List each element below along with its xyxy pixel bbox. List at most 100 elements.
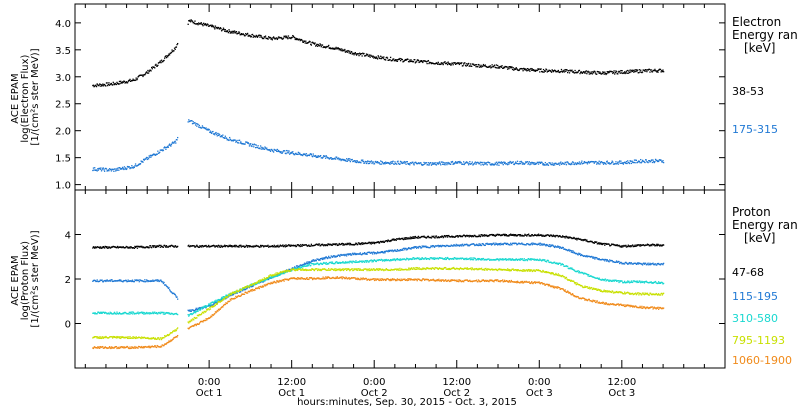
data-point bbox=[152, 245, 154, 247]
data-point bbox=[239, 142, 241, 144]
data-point bbox=[176, 43, 178, 46]
data-point bbox=[506, 163, 508, 165]
data-point bbox=[129, 311, 132, 313]
data-point bbox=[604, 278, 607, 280]
data-point bbox=[228, 244, 230, 247]
data-point bbox=[620, 160, 622, 162]
data-point bbox=[372, 253, 374, 255]
data-point bbox=[97, 169, 100, 171]
data-point bbox=[240, 33, 242, 36]
data-point bbox=[554, 235, 556, 237]
data-point bbox=[413, 258, 415, 260]
data-point bbox=[148, 155, 150, 157]
data-point bbox=[214, 304, 217, 307]
data-point bbox=[438, 162, 440, 164]
data-point bbox=[503, 162, 506, 165]
data-point bbox=[304, 153, 306, 155]
data-point bbox=[413, 247, 415, 249]
data-point bbox=[464, 64, 467, 67]
data-point bbox=[466, 63, 468, 65]
data-point bbox=[199, 23, 202, 25]
data-point bbox=[420, 257, 422, 260]
data-point bbox=[308, 261, 311, 263]
data-point bbox=[232, 291, 234, 293]
data-point bbox=[441, 62, 444, 64]
data-point bbox=[420, 258, 423, 261]
data-point bbox=[567, 265, 569, 268]
data-point bbox=[358, 54, 360, 57]
data-point bbox=[482, 243, 485, 246]
data-point bbox=[161, 149, 163, 151]
data-point bbox=[134, 337, 137, 340]
data-point bbox=[213, 305, 215, 307]
data-point bbox=[633, 159, 636, 161]
data-point bbox=[323, 258, 325, 260]
data-point bbox=[223, 28, 225, 31]
data-point bbox=[134, 163, 137, 165]
data-point bbox=[172, 313, 174, 315]
data-point bbox=[193, 311, 196, 313]
data-point bbox=[188, 20, 191, 22]
data-point bbox=[523, 258, 525, 260]
data-point bbox=[263, 246, 265, 248]
data-point bbox=[498, 67, 501, 69]
data-point bbox=[536, 259, 538, 261]
data-point bbox=[284, 35, 287, 37]
data-point bbox=[292, 34, 294, 37]
data-point bbox=[237, 142, 239, 144]
data-point bbox=[211, 302, 213, 304]
data-point bbox=[531, 69, 533, 71]
data-point bbox=[441, 163, 444, 165]
data-point bbox=[583, 162, 585, 164]
data-point bbox=[593, 257, 595, 259]
data-point bbox=[163, 337, 165, 339]
data-point bbox=[507, 161, 509, 164]
data-point bbox=[315, 156, 317, 159]
data-point bbox=[292, 151, 294, 153]
data-point bbox=[382, 240, 384, 242]
data-point bbox=[565, 162, 567, 164]
data-point bbox=[196, 125, 198, 127]
data-point bbox=[567, 161, 569, 163]
data-point bbox=[661, 69, 663, 72]
data-point bbox=[443, 236, 445, 238]
data-point bbox=[412, 161, 414, 163]
data-point bbox=[440, 63, 442, 66]
data-point bbox=[604, 260, 606, 262]
data-point bbox=[105, 280, 108, 282]
data-point bbox=[508, 68, 510, 70]
data-point bbox=[576, 252, 578, 255]
data-point bbox=[299, 245, 301, 248]
data-point bbox=[378, 242, 381, 244]
data-point bbox=[541, 259, 543, 262]
electron-panel-frame bbox=[74, 3, 726, 191]
data-point bbox=[360, 162, 362, 164]
data-point bbox=[245, 32, 247, 35]
data-point bbox=[454, 236, 456, 238]
data-point bbox=[175, 245, 177, 247]
data-point bbox=[394, 238, 397, 241]
data-point bbox=[139, 245, 142, 248]
data-point bbox=[224, 135, 226, 137]
data-point bbox=[218, 133, 220, 135]
data-point bbox=[175, 312, 178, 315]
data-point bbox=[570, 268, 573, 270]
data-point bbox=[213, 133, 215, 135]
data-point bbox=[518, 162, 521, 165]
data-point bbox=[318, 259, 320, 261]
data-point bbox=[216, 26, 218, 29]
data-point bbox=[175, 46, 178, 48]
data-point bbox=[391, 259, 394, 261]
data-point bbox=[226, 296, 228, 299]
data-point bbox=[112, 81, 114, 83]
data-point bbox=[349, 158, 351, 160]
data-point bbox=[509, 234, 511, 236]
data-point bbox=[634, 162, 636, 164]
data-point bbox=[422, 164, 425, 166]
data-point bbox=[636, 244, 639, 247]
data-point bbox=[123, 80, 126, 83]
data-point bbox=[314, 42, 316, 44]
data-point bbox=[586, 273, 589, 276]
data-point bbox=[324, 46, 326, 48]
data-point bbox=[161, 337, 163, 339]
